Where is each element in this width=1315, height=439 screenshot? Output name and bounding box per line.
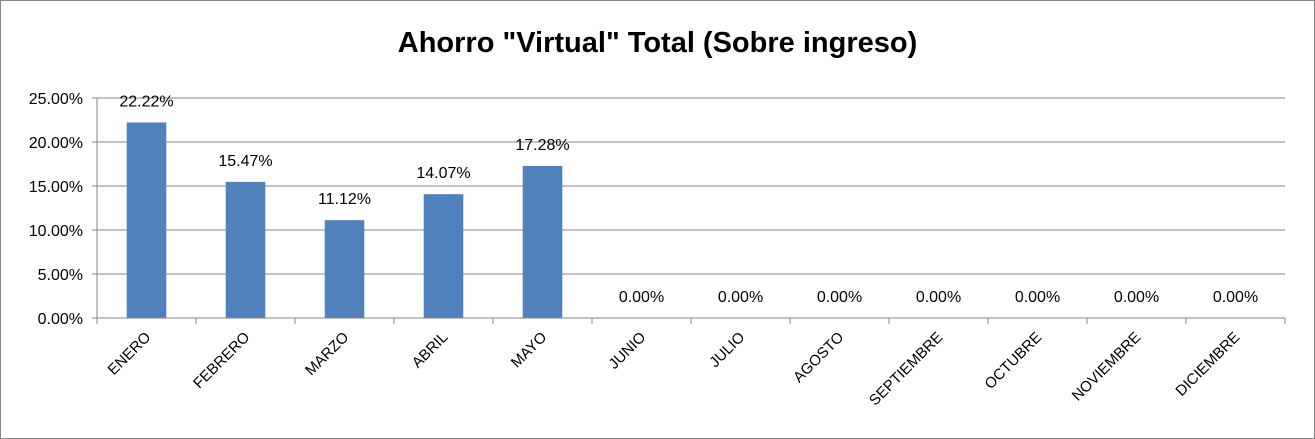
category-label: AGOSTO [790, 329, 847, 386]
data-label: 0.00% [1015, 289, 1060, 306]
bars [126, 122, 563, 319]
category-label: DICIEMBRE [1172, 329, 1243, 400]
data-label: 15.47% [218, 153, 272, 170]
category-label: JULIO [706, 329, 748, 371]
data-label: 14.07% [416, 165, 470, 182]
category-label: SEPTIEMBRE [866, 329, 946, 409]
chart-title: Ahorro "Virtual" Total (Sobre ingreso) [397, 27, 918, 59]
data-label: 0.00% [1213, 289, 1258, 306]
category-label: MAYO [508, 329, 550, 371]
bar-febrero [225, 181, 266, 318]
gridlines [97, 97, 1285, 275]
data-label: 0.00% [817, 289, 862, 306]
category-label: ABRIL [409, 329, 452, 372]
category-label: FEBRERO [190, 329, 253, 392]
y-tick-label: 20.00% [29, 135, 83, 152]
y-tick-label: 10.00% [29, 223, 83, 240]
bar-mayo [522, 165, 563, 318]
category-label: JUNIO [605, 329, 649, 373]
data-label: 0.00% [916, 289, 961, 306]
category-label: ENERO [105, 329, 155, 379]
category-label: MARZO [302, 329, 352, 379]
y-tick-label: 25.00% [29, 91, 83, 108]
data-label: 0.00% [619, 289, 664, 306]
bar-enero [126, 122, 167, 319]
y-tick-label: 5.00% [38, 267, 83, 284]
data-label: 22.22% [119, 93, 173, 110]
data-label: 11.12% [318, 191, 371, 208]
bar-marzo [324, 220, 365, 318]
y-tick-label: 0.00% [38, 311, 83, 328]
data-label: 0.00% [1114, 289, 1159, 306]
axes [92, 97, 1286, 324]
y-tick-label: 15.00% [29, 179, 83, 196]
data-label: 17.28% [515, 137, 569, 154]
labels: 0.00% 5.00% 10.00% 15.00% 20.00% 25.00% 22.22%… [29, 91, 1258, 409]
data-label: 0.00% [718, 289, 763, 306]
bar-abril [423, 194, 464, 318]
category-label: OCTUBRE [981, 329, 1045, 393]
category-label: NOVIEMBRE [1069, 329, 1145, 405]
